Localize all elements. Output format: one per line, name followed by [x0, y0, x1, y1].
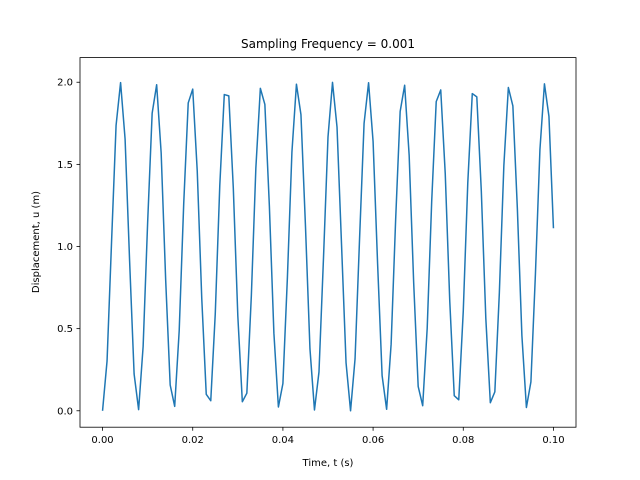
y-tick-label: 0.0 [57, 406, 73, 417]
y-tick-label: 1.0 [57, 242, 73, 253]
x-tick-label: 0.08 [452, 435, 474, 446]
y-tick-label: 0.5 [57, 324, 73, 335]
x-tick-label: 0.04 [272, 435, 294, 446]
x-tick-label: 0.02 [182, 435, 204, 446]
x-tick-label: 0.00 [91, 435, 113, 446]
y-tick-label: 1.5 [57, 160, 73, 171]
y-axis-label: Displacement, u (m) [31, 191, 42, 293]
y-tick-label: 2.0 [57, 78, 73, 89]
x-tick-label: 0.10 [542, 435, 564, 446]
data-line [101, 81, 555, 412]
axes-frame [79, 57, 577, 428]
x-axis-label: Time, t (s) [302, 458, 354, 469]
x-tick-label: 0.06 [362, 435, 384, 446]
chart-title: Sampling Frequency = 0.001 [241, 37, 415, 51]
